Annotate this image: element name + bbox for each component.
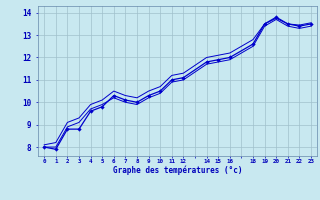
X-axis label: Graphe des températures (°c): Graphe des températures (°c) <box>113 165 242 175</box>
